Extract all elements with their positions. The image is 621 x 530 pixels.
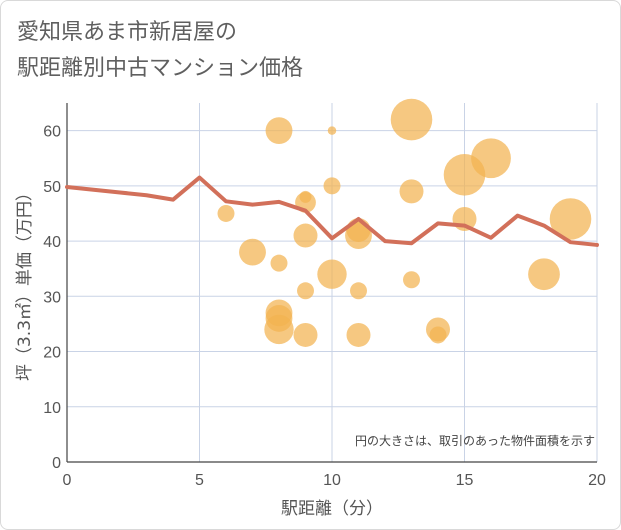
axes	[66, 103, 597, 463]
bubble-point	[345, 222, 372, 249]
bubble-point	[471, 138, 511, 179]
x-tick-label: 15	[456, 472, 474, 489]
y-axis-label: 坪（3.3㎡）単価（万円）	[15, 184, 35, 381]
bubble-point	[346, 322, 371, 347]
bubble-point	[264, 314, 294, 345]
y-tick-label: 60	[43, 124, 61, 141]
chart-title: 愛知県あま市新居屋の 駅距離別中古マンション価格	[17, 15, 577, 87]
bubble-point	[217, 204, 235, 222]
y-tick-label: 50	[43, 179, 61, 196]
bubble-point	[293, 223, 318, 248]
bubble-point	[390, 98, 433, 141]
bubble-point	[327, 126, 337, 135]
bubble-point	[403, 271, 420, 289]
x-axis-label: 駅距離（分）	[281, 499, 383, 519]
size-note: 円の大きさは、取引のあった物件面積を示す	[355, 433, 595, 448]
bubble-point	[239, 238, 266, 266]
y-tick-label: 40	[43, 234, 61, 251]
y-tick-label: 20	[43, 345, 61, 362]
bubble-point	[293, 322, 318, 347]
bubble-point	[549, 198, 592, 240]
y-tick-label: 30	[43, 289, 61, 306]
bubble-point	[350, 282, 367, 300]
x-tick-label: 0	[63, 472, 72, 489]
y-tick-label: 10	[43, 400, 61, 417]
x-tick-label: 5	[195, 472, 204, 489]
x-tick-label: 10	[323, 472, 341, 489]
average-price-line	[65, 175, 599, 247]
bubble-point	[297, 282, 314, 300]
bubble-point	[323, 177, 341, 195]
bubble-point	[528, 258, 560, 291]
bubble-point	[399, 179, 424, 204]
bubble-point	[429, 326, 447, 344]
average-line-series	[65, 175, 599, 247]
bubble-point	[265, 117, 293, 145]
tick-labels: 0 10 20 30 40 50 60 0 5 10 15 20	[43, 124, 606, 489]
bubble-point	[317, 259, 347, 289]
chart-title-line-1: 愛知県あま市新居屋の	[17, 20, 238, 45]
y-tick-label: 0	[52, 455, 61, 472]
bubble-point	[270, 254, 288, 272]
x-tick-label: 20	[588, 472, 606, 489]
chart-title-line-2: 駅距離別中古マンション価格	[17, 56, 304, 81]
